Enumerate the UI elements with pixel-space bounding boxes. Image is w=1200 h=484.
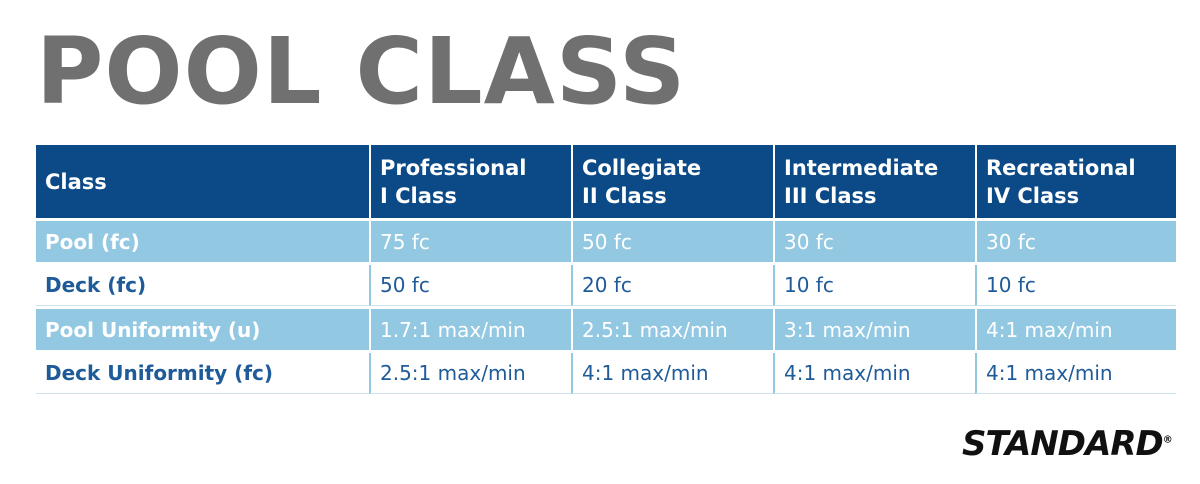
header-line: I Class (380, 183, 457, 208)
table-row: Pool Uniformity (u) 1.7:1 max/min 2.5:1 ma… (36, 309, 1176, 350)
table-cell: 30 fc (975, 221, 1176, 262)
table-cell: 10 fc (975, 265, 1176, 306)
table-cell: Deck Uniformity (fc) (36, 353, 369, 394)
header-line: Professional (380, 155, 527, 180)
table-cell: 4:1 max/min (975, 353, 1176, 394)
table-row: Deck (fc) 50 fc 20 fc 10 fc 10 fc (36, 265, 1176, 306)
header-line: Class (45, 169, 107, 194)
table: Class Professional I Class Collegiate II Cla… (36, 145, 1176, 397)
table-cell: 4:1 max/min (773, 353, 975, 394)
table-cell: 20 fc (571, 265, 773, 306)
table-cell: 10 fc (773, 265, 975, 306)
table-cell: 50 fc (571, 221, 773, 262)
logo-mark: ® (1162, 434, 1173, 446)
header-cell: Recreational IV Class (975, 145, 1176, 218)
table-cell: 75 fc (369, 221, 571, 262)
table-cell: 4:1 max/min (571, 353, 773, 394)
logo: STANDARD® (962, 424, 1173, 464)
header-cell: Class (36, 145, 369, 218)
table-row: Deck Uniformity (fc) 2.5:1 max/min 4:1 max… (36, 353, 1176, 394)
header-line: Intermediate (784, 155, 939, 180)
table-cell: 1.7:1 max/min (369, 309, 571, 350)
table-cell: 3:1 max/min (773, 309, 975, 350)
table-cell: Deck (fc) (36, 265, 369, 306)
header-line: IV Class (986, 183, 1080, 208)
logo-text: STANDARD (962, 424, 1164, 464)
table-row: Pool (fc) 75 fc 50 fc 30 fc 30 fc (36, 221, 1176, 262)
table-cell: 2.5:1 max/min (369, 353, 571, 394)
header-cell: Intermediate III Class (773, 145, 975, 218)
table-cell: Pool Uniformity (u) (36, 309, 369, 350)
header-line: Recreational (986, 155, 1136, 180)
header-row: Class Professional I Class Collegiate II Cla… (36, 145, 1176, 218)
header-line: III Class (784, 183, 877, 208)
title: POOL CLASS (36, 18, 687, 125)
header-cell: Collegiate II Class (571, 145, 773, 218)
header-line: Collegiate (582, 155, 702, 180)
table-cell: 2.5:1 max/min (571, 309, 773, 350)
header-line: II Class (582, 183, 667, 208)
table-cell: 4:1 max/min (975, 309, 1176, 350)
table-cell: 50 fc (369, 265, 571, 306)
table-cell: 30 fc (773, 221, 975, 262)
header-cell: Professional I Class (369, 145, 571, 218)
table-cell: Pool (fc) (36, 221, 369, 262)
